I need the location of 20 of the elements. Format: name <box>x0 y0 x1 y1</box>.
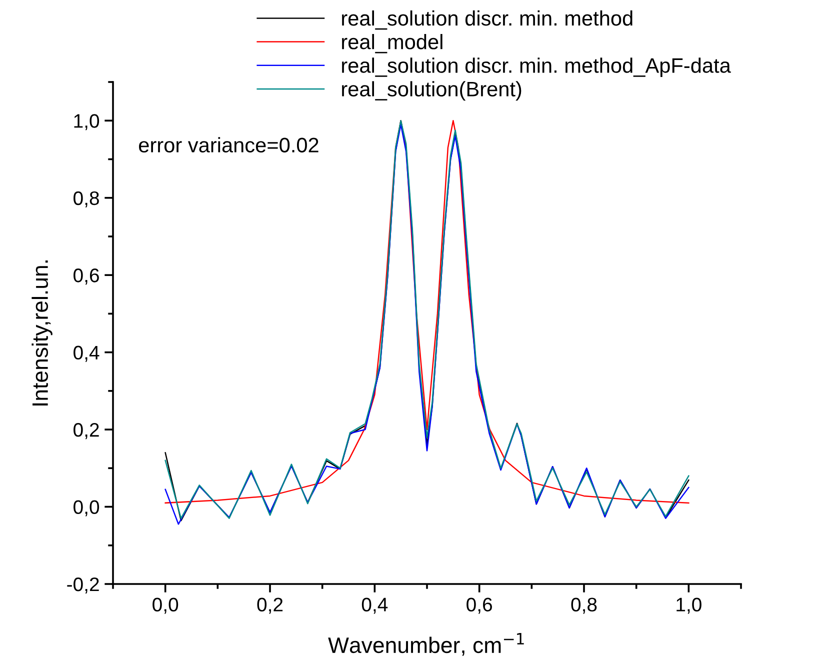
y-tick-label: 0,0 <box>74 500 100 516</box>
legend-label: real_solution discr. min. method_ApF-data <box>342 58 731 78</box>
y-tick-label: 0,6 <box>74 268 99 285</box>
x-tick-label: 0,0 <box>152 598 178 614</box>
legend-label: real_solution(Brent) <box>342 81 522 101</box>
x-tick-label: 0,6 <box>466 598 492 614</box>
x-axis-title: Wavenumber, cm$^{−1}$ <box>328 633 524 656</box>
x-tick-label: 0,2 <box>257 598 283 614</box>
x-tick-label: 0,4 <box>362 598 388 614</box>
y-axis-title: Intensity,rel.un. <box>32 260 52 406</box>
legend-label: real_model <box>342 34 442 54</box>
annotation: error variance=0.02 <box>139 137 318 152</box>
x-tick-label: 0,8 <box>571 598 597 614</box>
y-tick-label: 0,4 <box>74 346 100 362</box>
y-tick-label: -0,2 <box>67 577 99 594</box>
y-tick-label: 1,0 <box>74 114 100 130</box>
x-tick-label: 1,0 <box>676 598 702 614</box>
y-tick-label: 0,2 <box>74 423 99 440</box>
y-tick-label: 0,8 <box>74 191 99 208</box>
legend-label: real_solution discr. min. method <box>342 10 632 30</box>
